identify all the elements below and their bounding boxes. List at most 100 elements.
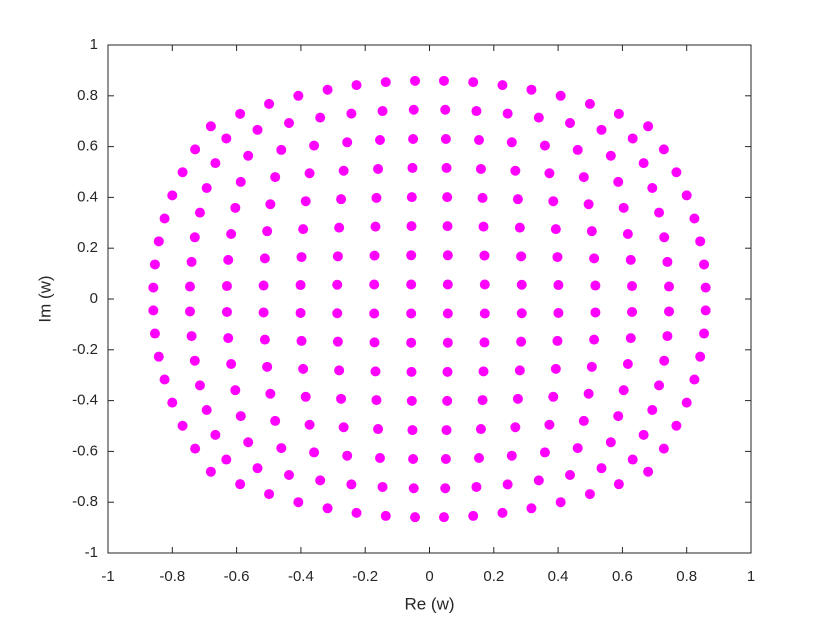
point (438, 512, 449, 523)
point (223, 333, 234, 344)
point (186, 331, 197, 342)
point (295, 307, 306, 318)
point (377, 481, 388, 492)
x-tick-label: 0.6 (612, 568, 633, 585)
point (346, 108, 357, 119)
point (627, 281, 638, 292)
point (442, 221, 453, 232)
point (497, 80, 508, 91)
point (638, 429, 649, 440)
point (516, 308, 527, 319)
point (408, 133, 419, 144)
point (590, 280, 601, 291)
point (516, 279, 527, 290)
point (468, 510, 479, 521)
point (659, 232, 670, 243)
point (622, 359, 633, 370)
point (471, 106, 482, 117)
point (627, 306, 638, 317)
point (369, 250, 380, 261)
point (647, 404, 658, 415)
point (408, 104, 419, 115)
point (226, 359, 237, 370)
point (406, 366, 417, 377)
point (442, 337, 453, 348)
point (477, 395, 488, 406)
point (627, 454, 638, 465)
point (440, 133, 451, 144)
point (167, 397, 178, 408)
point (406, 337, 417, 348)
point (189, 232, 200, 243)
point (613, 479, 624, 490)
point (408, 454, 419, 465)
point (440, 454, 451, 465)
point (555, 497, 566, 508)
point (654, 207, 665, 218)
point (584, 98, 595, 109)
point (552, 335, 563, 346)
point (184, 281, 195, 292)
y-tick-label: -0.4 (72, 392, 98, 409)
point (550, 363, 561, 374)
point (369, 279, 380, 290)
point (589, 334, 600, 345)
point (407, 162, 418, 173)
point (190, 144, 201, 155)
point (315, 112, 326, 123)
point (230, 385, 241, 396)
point (342, 450, 353, 461)
point (346, 479, 357, 490)
point (201, 404, 212, 415)
point (689, 374, 700, 385)
point (506, 137, 517, 148)
point (618, 202, 629, 213)
point (700, 282, 711, 293)
point (223, 254, 234, 265)
point (410, 512, 421, 523)
point (442, 366, 453, 377)
point (590, 307, 601, 318)
y-tick-label: -0.8 (72, 493, 98, 510)
point (643, 466, 654, 477)
x-axis-label: Re (w) (404, 594, 454, 613)
point (510, 422, 521, 433)
point (477, 192, 488, 203)
point (700, 305, 711, 316)
point (583, 199, 594, 210)
point (440, 483, 451, 494)
x-tick-label: 0.8 (676, 568, 697, 585)
point (309, 140, 320, 151)
point (586, 226, 597, 237)
point (309, 447, 320, 458)
point (442, 192, 453, 203)
point (264, 489, 275, 500)
y-tick-label: 0 (90, 290, 98, 307)
point (153, 236, 164, 247)
point (647, 183, 658, 194)
y-axis-label: Im (w) (35, 275, 54, 322)
point (296, 252, 307, 263)
point (235, 176, 246, 187)
point (506, 450, 517, 461)
point (618, 385, 629, 396)
point (681, 190, 692, 201)
point (159, 213, 170, 224)
point (658, 144, 669, 155)
point (270, 172, 281, 183)
point (613, 411, 624, 422)
point (265, 199, 276, 210)
point (295, 280, 306, 291)
point (613, 176, 624, 187)
point (259, 253, 270, 264)
point (638, 158, 649, 169)
point (622, 228, 633, 239)
point (298, 363, 309, 374)
point (659, 355, 670, 366)
point (699, 328, 710, 339)
point (201, 183, 212, 194)
point (252, 463, 263, 474)
point (270, 415, 281, 426)
point (243, 437, 254, 448)
point (380, 77, 391, 88)
